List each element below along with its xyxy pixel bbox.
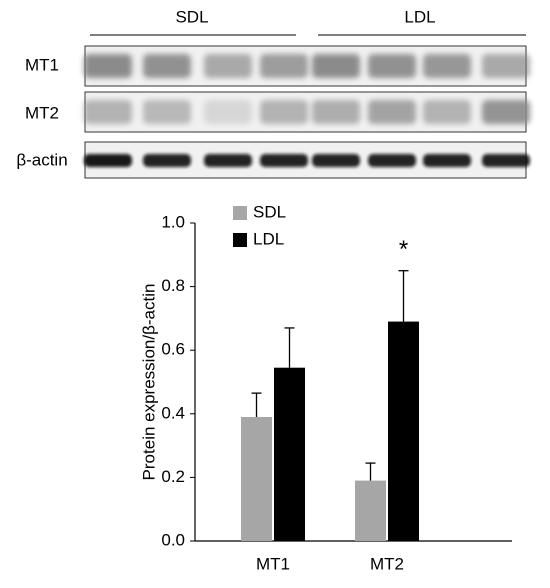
blot-band [368,100,416,124]
blot-band [368,154,416,167]
legend-label: LDL [253,229,284,248]
y-tick-label: 0.8 [161,276,185,295]
y-tick-label: 0.6 [161,340,185,359]
blot-band [260,154,308,167]
group-label: SDL [175,7,208,26]
chart: 0.0 0.2 0.4 0.6 0.8 1.0 Protein expression/β-a… [139,202,512,573]
bar [355,480,386,541]
blot-band [482,54,530,78]
y-tick-label: 1.0 [161,212,185,231]
blot-band [143,154,191,167]
blot-band [204,154,252,167]
y-tick-label: 0.2 [161,467,185,486]
blot-band [143,54,191,78]
annotation: * [399,236,408,263]
group-label: LDL [404,7,435,26]
legend-label: SDL [253,202,286,221]
blot-band [204,100,252,124]
row-label: MT2 [25,103,59,122]
legend-swatch [233,206,247,220]
blot-band [312,100,360,124]
y-tick-label: 0.4 [161,403,185,422]
blot-band [482,154,530,167]
blot-band [482,100,530,124]
blot-band [143,100,191,124]
row-label: β-actin [16,150,67,169]
blot-band [260,100,308,124]
bar [274,367,305,541]
blot: SDL LDL MT1 MT2 β-actin [16,7,530,179]
blot-band [312,154,360,167]
x-tick-label: MT1 [256,554,290,573]
blot-band [84,54,132,78]
y-tick-label: 0.0 [161,530,185,549]
blot-band [204,54,252,78]
blot-band [312,54,360,78]
blot-band [84,154,132,167]
row-label: MT1 [25,55,59,74]
blot-band [423,54,471,78]
legend-swatch [233,233,247,247]
blot-band [84,100,132,124]
blot-band [423,100,471,124]
bar [388,321,419,541]
blot-band [368,54,416,78]
blot-band [423,154,471,167]
blot-band [260,54,308,78]
y-axis-label: Protein expression/β-actin [139,284,158,481]
blot-panels [84,45,530,179]
x-tick-label: MT2 [370,554,404,573]
bar [241,416,272,541]
